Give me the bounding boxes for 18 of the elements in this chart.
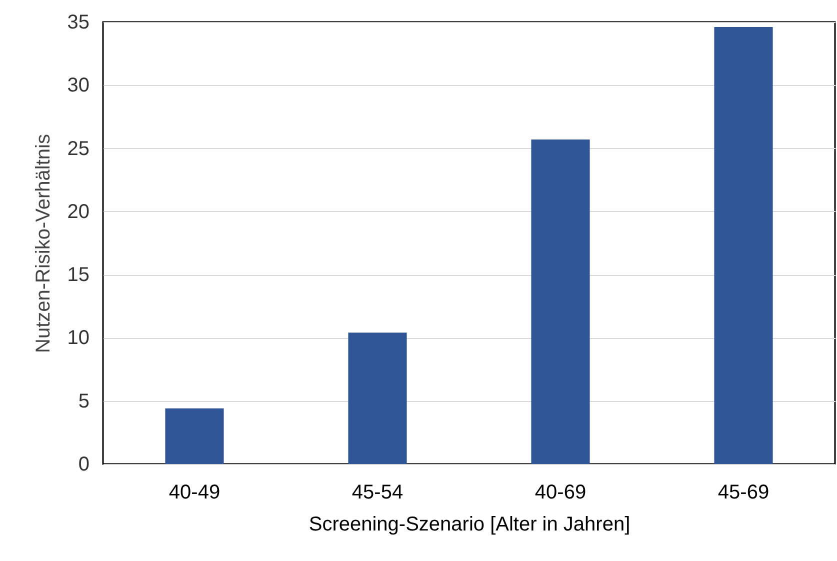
y-tick-label: 15 (67, 264, 90, 286)
y-tick-label: 0 (78, 454, 90, 476)
x-tick-label: 40-69 (534, 482, 586, 504)
x-axis-title: Screening-Szenario [Alter in Jahren] (308, 514, 630, 536)
x-tick-label: 40-49 (168, 482, 220, 504)
y-tick-label: 5 (78, 390, 90, 412)
x-tick-label: 45-69 (718, 482, 770, 504)
bar (531, 139, 590, 464)
y-tick-label: 25 (67, 138, 90, 160)
y-tick-label: 20 (67, 200, 90, 223)
y-axis-title: Nutzen-Risiko-Verhältnis (32, 134, 54, 353)
y-tick-label: 30 (67, 74, 90, 97)
bar (714, 27, 773, 464)
y-tick-label: 10 (67, 327, 90, 350)
bar (165, 408, 224, 464)
y-tick-label: 35 (67, 12, 90, 34)
bar (348, 332, 407, 464)
x-tick-label: 45-54 (352, 482, 404, 504)
